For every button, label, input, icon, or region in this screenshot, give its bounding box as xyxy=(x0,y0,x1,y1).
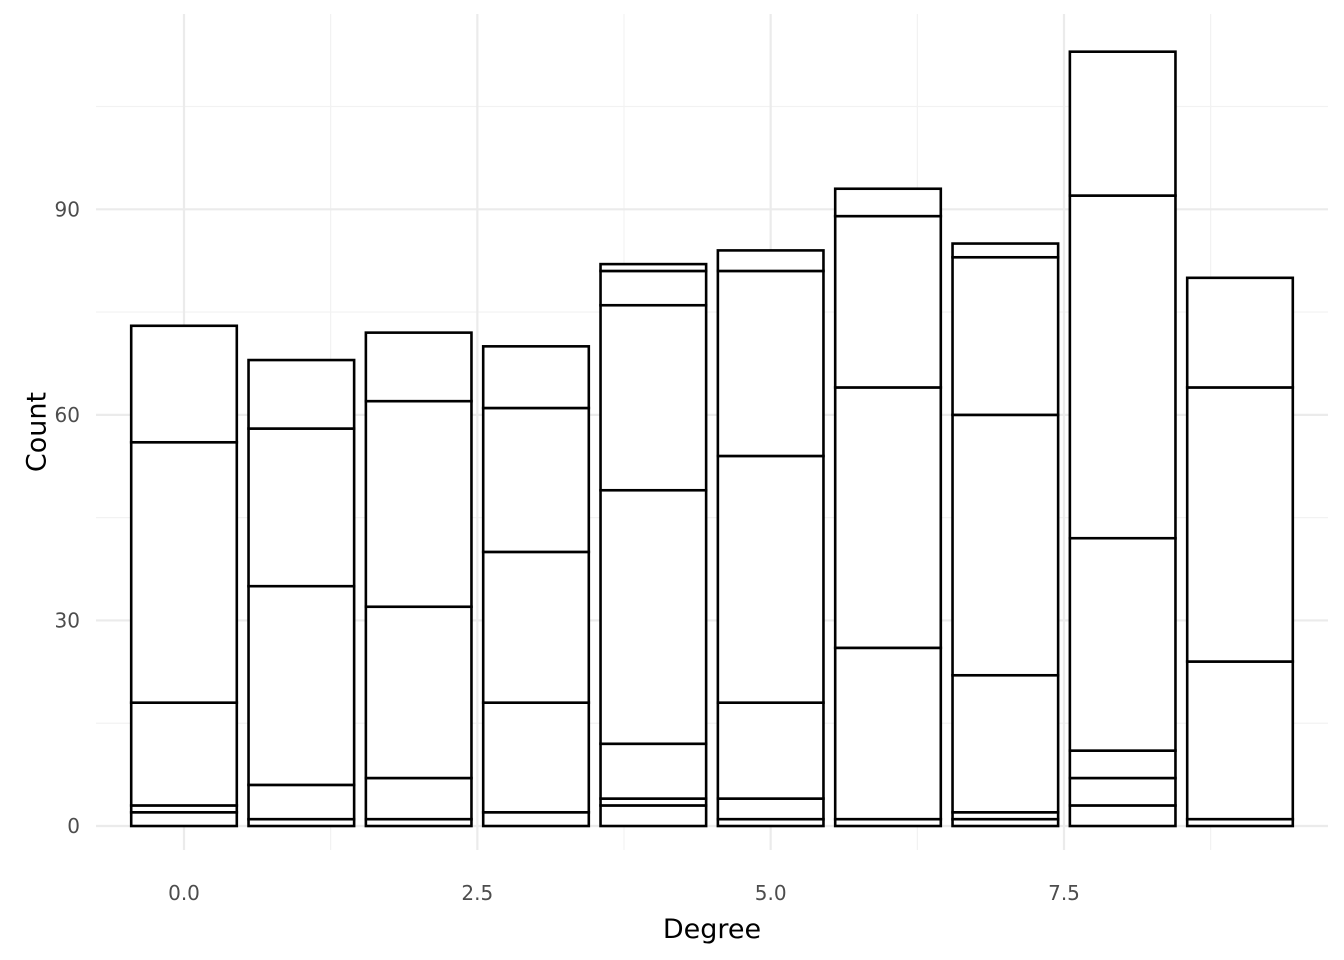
bar-segment xyxy=(481,811,591,828)
bar-stack-9 xyxy=(1185,276,1295,828)
bar-segment xyxy=(481,550,591,704)
bar-segment xyxy=(247,584,356,787)
bar-stack-8 xyxy=(1068,50,1177,828)
x-tick-label: 0.0 xyxy=(168,881,200,905)
bar-segment xyxy=(129,324,239,444)
bar-segment xyxy=(599,488,708,746)
bar-segment xyxy=(716,797,825,821)
bar-segment xyxy=(129,440,239,704)
bar-segment xyxy=(716,249,825,273)
bar-segment xyxy=(1068,804,1177,828)
bar-stack-6 xyxy=(833,187,943,828)
bar-segment xyxy=(129,701,239,807)
y-tick-label: 90 xyxy=(55,197,80,221)
bars xyxy=(129,50,1295,828)
bar-segment xyxy=(1068,749,1177,780)
y-axis-title: Count xyxy=(22,392,53,472)
bar-segment xyxy=(833,187,943,218)
bar-stack-1 xyxy=(247,358,356,828)
bar-segment xyxy=(599,804,708,828)
y-axis-ticks: 0 30 60 90 xyxy=(55,197,80,838)
bar-stack-0 xyxy=(129,324,239,828)
bar-segment xyxy=(129,811,239,828)
bar-segment xyxy=(247,358,356,430)
x-tick-label: 2.5 xyxy=(461,881,493,905)
bar-segment xyxy=(1068,536,1177,752)
bar-segment xyxy=(951,673,1060,814)
bar-segment xyxy=(599,269,708,307)
bar-segment xyxy=(599,303,708,492)
bar-segment xyxy=(364,331,473,403)
bar-segment xyxy=(716,701,825,800)
y-tick-label: 0 xyxy=(67,814,80,838)
bar-segment xyxy=(716,269,825,458)
bar-stack-5 xyxy=(716,249,825,828)
bar-segment xyxy=(247,783,356,821)
bar-segment xyxy=(1185,386,1295,663)
bar-segment xyxy=(951,413,1060,677)
x-axis-ticks: 0.0 2.5 5.0 7.5 xyxy=(168,881,1080,905)
bar-segment xyxy=(1068,776,1177,807)
bar-segment xyxy=(951,242,1060,259)
bar-segment xyxy=(247,427,356,588)
bar-segment xyxy=(481,406,591,554)
bar-segment xyxy=(1185,276,1295,389)
x-tick-label: 7.5 xyxy=(1048,881,1080,905)
y-tick-label: 60 xyxy=(55,403,80,427)
bar-segment xyxy=(1068,194,1177,540)
bar-segment xyxy=(481,701,591,814)
bar-segment xyxy=(1185,660,1295,821)
y-tick-label: 30 xyxy=(55,608,80,632)
bar-stack-2 xyxy=(364,331,473,828)
bar-segment xyxy=(364,776,473,821)
x-axis-title: Degree xyxy=(663,914,761,945)
bar-segment xyxy=(833,214,943,389)
bar-segment xyxy=(833,646,943,821)
bar-segment xyxy=(1068,50,1177,197)
bar-stack-3 xyxy=(481,345,591,828)
bar-segment xyxy=(951,255,1060,417)
bar-stack-7 xyxy=(951,242,1060,828)
bar-stack-4 xyxy=(599,262,708,828)
x-tick-label: 5.0 xyxy=(755,881,787,905)
bar-segment xyxy=(481,345,591,410)
bar-segment xyxy=(599,742,708,800)
bar-segment xyxy=(364,399,473,609)
bar-segment xyxy=(716,454,825,704)
bar-segment xyxy=(364,605,473,780)
bar-segment xyxy=(599,262,708,273)
bar-segment xyxy=(833,386,943,650)
